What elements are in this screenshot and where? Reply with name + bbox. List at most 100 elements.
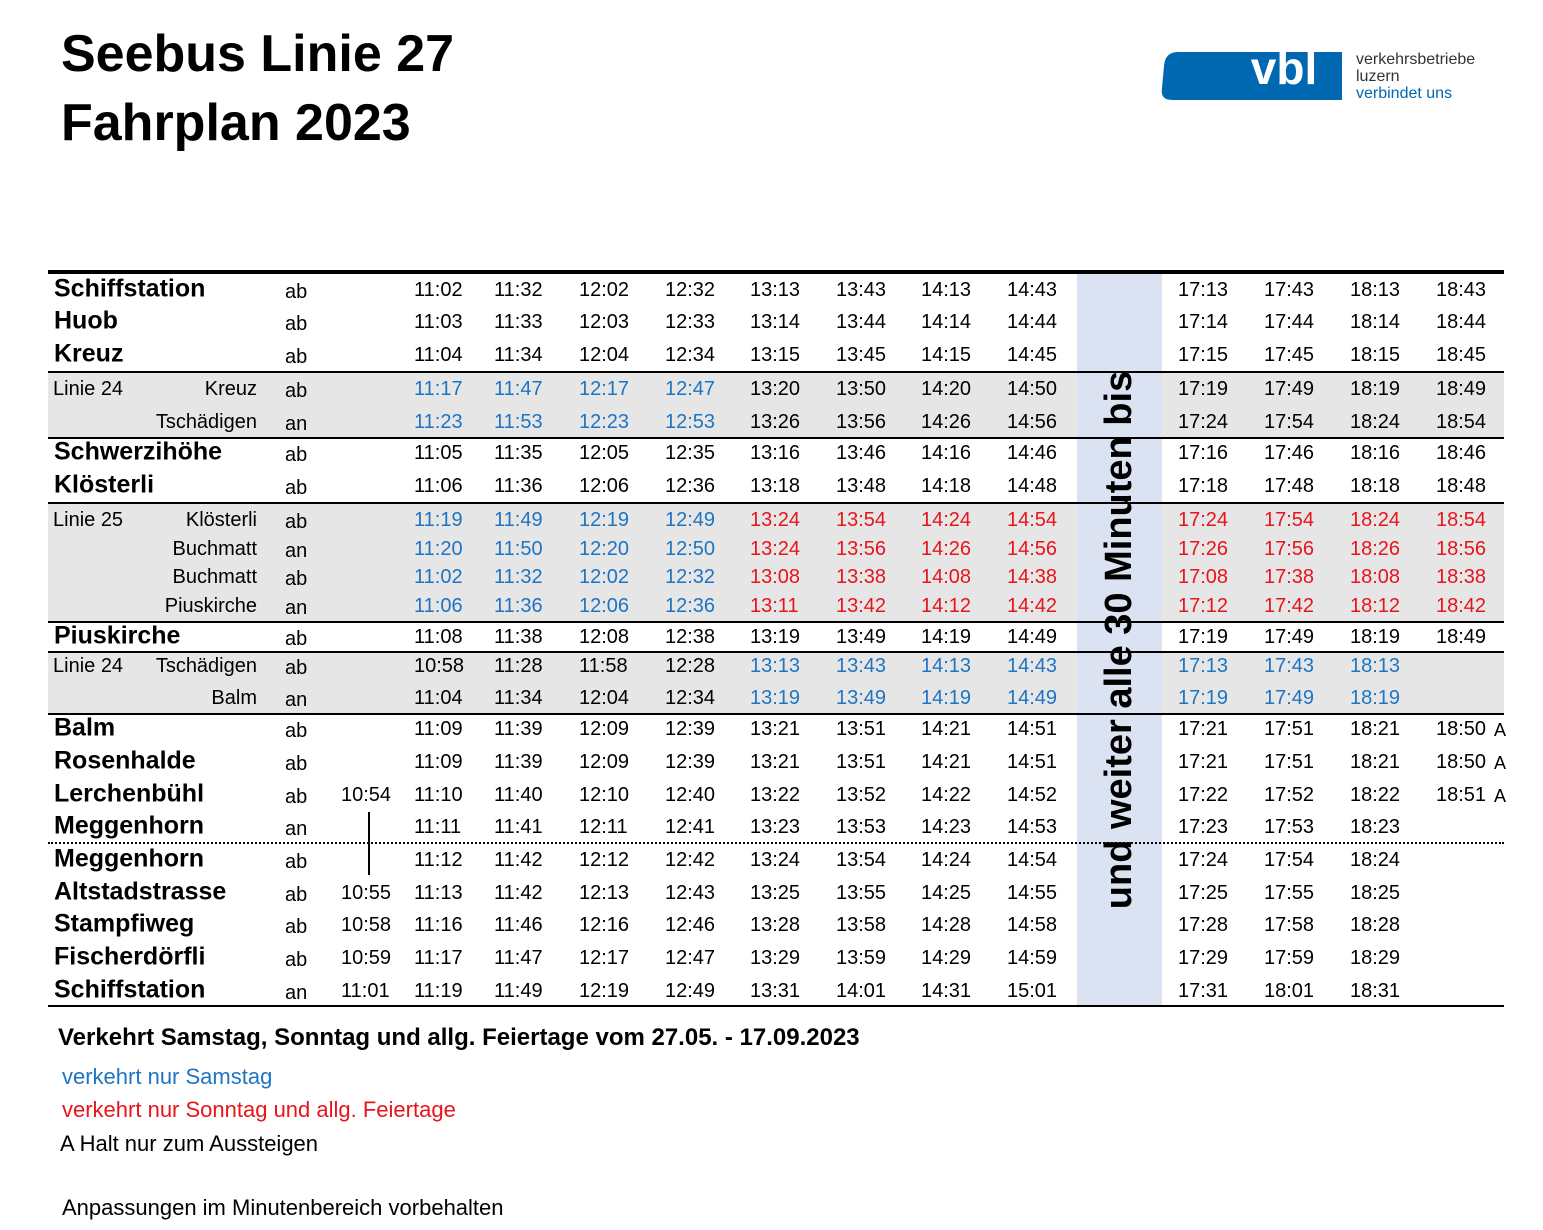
time: 17:44 [1264, 311, 1315, 333]
separator [48, 436, 1504, 439]
time: 17:08 [1178, 566, 1229, 588]
time: 12:16 [579, 914, 630, 936]
time: 17:19 [1178, 626, 1229, 648]
direction: ab [285, 851, 308, 873]
time: 17:48 [1264, 475, 1315, 497]
time: 14:50 [1007, 378, 1058, 400]
time: 13:19 [750, 687, 801, 709]
time: 18:22 [1350, 784, 1401, 806]
time: 13:26 [750, 411, 801, 433]
stop-name: Piuskirche [164, 595, 257, 617]
time: 13:43 [836, 655, 887, 677]
stop-name: Kreuz [204, 378, 257, 400]
time: 12:09 [579, 751, 630, 773]
time: 18:12 [1350, 595, 1401, 617]
time: 13:43 [836, 279, 887, 301]
time: 14:54 [1007, 509, 1058, 531]
stop-name: Klösterli [185, 509, 257, 531]
direction: ab [285, 380, 308, 402]
stop-name: Lerchenbühl [54, 779, 205, 808]
time: 13:31 [750, 980, 801, 1002]
logo-text: verkehrsbetriebe [1356, 51, 1476, 68]
time: 14:18 [921, 475, 972, 497]
time: 11:11 [414, 816, 462, 838]
time: 18:24 [1350, 509, 1401, 531]
note: A [1494, 753, 1507, 773]
time: 17:45 [1264, 344, 1315, 366]
time: 17:51 [1264, 718, 1315, 740]
time: 12:11 [579, 816, 628, 838]
direction: an [285, 597, 308, 619]
time: 12:06 [579, 595, 630, 617]
shaded-block [48, 503, 1077, 622]
time: 14:12 [921, 595, 972, 617]
time: 13:29 [750, 947, 801, 969]
time: 12:41 [665, 816, 716, 838]
time: 13:15 [750, 344, 801, 366]
shaded-block [1162, 372, 1504, 438]
time: 14:29 [921, 947, 972, 969]
time: 13:49 [836, 626, 887, 648]
time: 13:51 [836, 751, 887, 773]
time: 17:21 [1178, 751, 1229, 773]
time: 11:47 [494, 947, 543, 969]
time: 14:31 [921, 980, 972, 1002]
shaded-block [48, 372, 1077, 438]
time: 17:14 [1178, 311, 1229, 333]
time: 18:24 [1350, 411, 1401, 433]
time: 17:29 [1178, 947, 1229, 969]
time: 18:18 [1350, 475, 1401, 497]
stop-name: Buchmatt [172, 566, 257, 588]
validity: Verkehrt Samstag, Sonntag und allg. Feie… [58, 1024, 860, 1051]
time: 11:02 [414, 279, 463, 301]
time: 17:55 [1264, 882, 1315, 904]
time: 14:20 [921, 378, 972, 400]
time: 12:13 [579, 882, 630, 904]
time: 14:28 [921, 914, 972, 936]
stop-name: Buchmatt [172, 538, 257, 560]
time: 11:46 [494, 914, 543, 936]
time: 12:05 [579, 442, 630, 464]
time: 13:45 [836, 344, 887, 366]
time: 18:49 [1436, 626, 1487, 648]
time: 18:19 [1350, 378, 1401, 400]
direction: an [285, 413, 308, 435]
time: 13:23 [750, 816, 801, 838]
stop-name: Fischerdörfli [54, 942, 206, 971]
time: 12:10 [579, 784, 630, 806]
time: 18:50 [1436, 718, 1487, 740]
time: 14:23 [921, 816, 972, 838]
time: 12:06 [579, 475, 630, 497]
connector-line [368, 812, 370, 875]
time: 17:31 [1178, 980, 1229, 1002]
time: 18:45 [1436, 344, 1487, 366]
time: 18:50 [1436, 751, 1487, 773]
shaded-block [48, 651, 1077, 714]
time: 17:54 [1264, 411, 1315, 433]
disclaimer: Anpassungen im Minutenbereich vorbehalte… [62, 1195, 504, 1220]
time: 14:54 [1007, 849, 1058, 871]
time: 13:13 [750, 279, 801, 301]
time: 14:19 [921, 626, 972, 648]
time: 12:35 [665, 442, 716, 464]
time: 12:04 [579, 687, 630, 709]
time: 18:23 [1350, 816, 1401, 838]
time: 12:38 [665, 626, 716, 648]
time: 13:24 [750, 849, 801, 871]
line-label: Linie 24 [53, 378, 124, 400]
time: 12:23 [579, 411, 630, 433]
time: 18:54 [1436, 509, 1487, 531]
time: 17:13 [1178, 279, 1229, 301]
time: 12:49 [665, 980, 716, 1002]
stop-name: Stampfiweg [54, 909, 195, 938]
time: 14:14 [921, 311, 972, 333]
time: 12:49 [665, 509, 716, 531]
time: 17:43 [1264, 655, 1315, 677]
time: 13:56 [836, 538, 887, 560]
time: 11:12 [414, 849, 463, 871]
time: 13:59 [836, 947, 887, 969]
logo-text: luzern [1356, 68, 1400, 85]
time: 11:49 [494, 980, 543, 1002]
time: 17:22 [1178, 784, 1229, 806]
time: 18:49 [1436, 378, 1487, 400]
